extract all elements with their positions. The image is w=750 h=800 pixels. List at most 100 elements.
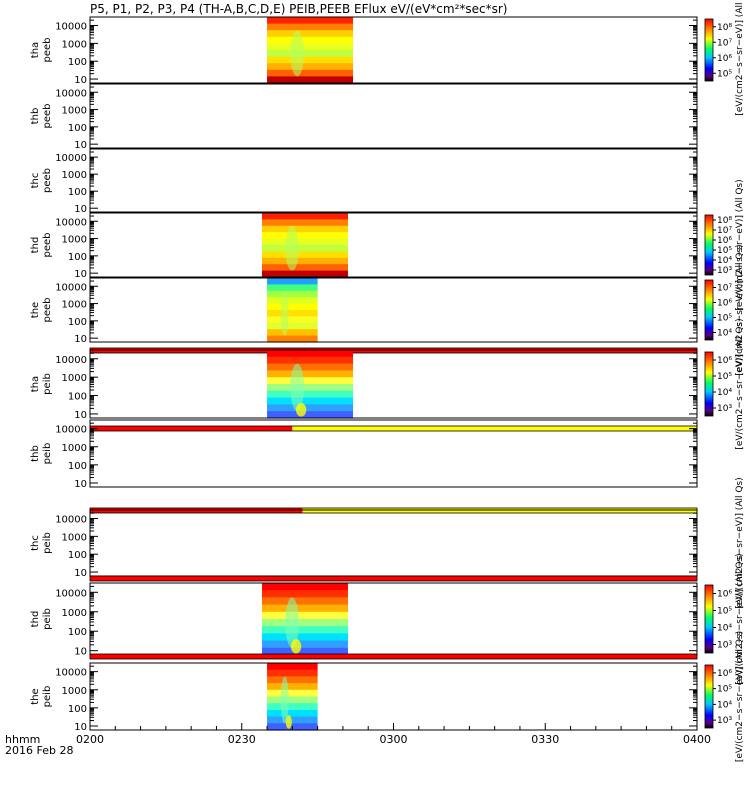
x-tick-label: 0300 xyxy=(380,733,408,746)
panel-frame xyxy=(89,16,698,84)
colorbar-tick-label: 10⁵ xyxy=(717,372,732,382)
y-tick-label: 10000 xyxy=(55,668,87,679)
panel-label-probe: tha xyxy=(30,42,41,58)
y-tick-label: 10000 xyxy=(55,217,87,228)
y-tick-label: 1000 xyxy=(62,373,87,384)
colorbar-tick-label: 10⁸ xyxy=(717,216,732,226)
y-tick-label: 1000 xyxy=(62,235,87,246)
panel-label: thapeib xyxy=(30,373,53,395)
y-tick-label: 10 xyxy=(74,75,87,86)
y-tick-label: 10 xyxy=(74,140,87,151)
x-tick-label: 0200 xyxy=(76,733,104,746)
colorbar xyxy=(704,351,714,417)
y-tick-label: 1000 xyxy=(62,170,87,181)
colorbar-tick-label: 10⁶ xyxy=(717,356,732,366)
spectrogram-band xyxy=(267,278,318,285)
colorbar-tick-label: 10⁴ xyxy=(717,388,732,398)
colorbar-tick-label: 10⁷ xyxy=(717,226,732,236)
spectrogram-feature xyxy=(285,597,299,648)
spectrogram-feature xyxy=(290,363,305,412)
colorbar-tick-label: 10³ xyxy=(717,641,732,651)
spectrogram-band xyxy=(261,257,348,265)
panel-thd-peeb: 10100100010000thdpeeb10³10⁴10⁵10⁶10⁷10⁸[… xyxy=(30,179,745,310)
spectrogram-band xyxy=(267,43,354,51)
y-tick-label: 100 xyxy=(68,317,87,328)
panel-frame xyxy=(89,582,698,656)
spectrogram-band xyxy=(267,696,318,704)
spectrogram-band xyxy=(261,640,348,649)
colorbar-tick-label: 10⁸ xyxy=(717,23,732,33)
colorbar xyxy=(704,18,714,82)
panel-label-product: peeb xyxy=(42,168,53,193)
colorbar-tick-label: 10⁶ xyxy=(717,299,732,309)
colorbar-tick-label: 10⁵ xyxy=(717,69,732,79)
y-tick-label: 100 xyxy=(68,550,87,561)
colorbar xyxy=(704,664,714,729)
y-tick-label: 100 xyxy=(68,123,87,134)
panel-label-product: peib xyxy=(42,443,53,465)
spectrogram-band xyxy=(261,225,348,233)
spectrogram-band xyxy=(261,626,348,634)
x-tick-label: 0230 xyxy=(228,733,256,746)
panel-label-probe: thb xyxy=(30,108,41,125)
spectrogram-band xyxy=(267,390,354,399)
panel-frame xyxy=(89,509,698,577)
colorbar-tick-label: 10⁷ xyxy=(717,284,732,294)
colorbar-tick-label: 10⁴ xyxy=(717,624,732,634)
panel-label-probe: thc xyxy=(30,535,41,551)
y-tick-label: 100 xyxy=(68,252,87,263)
y-tick-label: 10000 xyxy=(55,588,87,599)
colorbar-tick-label: 10³ xyxy=(717,404,732,414)
spectrogram-band xyxy=(267,356,354,365)
spectrogram-band xyxy=(261,619,348,627)
colorbar-label: [eV/(cm2−s−sr−eV)] (All Qs) xyxy=(735,0,745,116)
panel-frame xyxy=(89,212,698,278)
spectrogram-band xyxy=(261,647,348,656)
spectrogram-band xyxy=(267,709,318,718)
y-tick-label: 10000 xyxy=(55,22,87,33)
spectrogram-band xyxy=(261,633,348,642)
colorbar-tick-label: 10⁵ xyxy=(717,685,732,695)
panel-frame xyxy=(89,277,698,343)
spectrogram-band xyxy=(267,397,354,405)
spectrogram-band xyxy=(267,322,318,330)
panel-label: thapeeb xyxy=(30,38,53,63)
panel-label-probe: tha xyxy=(30,376,41,392)
panel-label-product: peeb xyxy=(42,233,53,258)
spectrogram-band xyxy=(267,284,318,292)
panel-label: thcpeeb xyxy=(30,168,53,193)
y-tick-label: 100 xyxy=(68,461,87,472)
spectrogram-band xyxy=(267,384,354,392)
flag-bar-frame xyxy=(89,653,698,660)
spectrogram-band xyxy=(267,76,354,84)
y-tick-label: 10000 xyxy=(55,282,87,293)
spectrogram-feature xyxy=(285,715,292,729)
spectrogram-band xyxy=(261,590,348,598)
y-tick-label: 10 xyxy=(74,479,87,490)
colorbar-tick-label: 10⁷ xyxy=(717,38,732,48)
spectrogram-band xyxy=(261,270,348,278)
colorbar-tick-label: 10⁴ xyxy=(717,256,732,266)
spectrogram-band xyxy=(267,350,354,358)
panel-label-product: peib xyxy=(42,532,53,554)
spectrogram-feature xyxy=(285,225,299,271)
y-tick-label: 10000 xyxy=(55,88,87,99)
y-tick-label: 100 xyxy=(68,704,87,715)
y-tick-label: 10 xyxy=(74,410,87,421)
panel-label: thdpeeb xyxy=(30,233,53,258)
spectrogram-band xyxy=(261,264,348,272)
spectrogram-band xyxy=(267,23,354,31)
chart-title: P5, P1, P2, P3, P4 (TH-A,B,C,D,E) PEIB,P… xyxy=(90,2,508,16)
panel-label: thcpeib xyxy=(30,532,53,554)
y-tick-label: 1000 xyxy=(62,39,87,50)
y-tick-label: 1000 xyxy=(62,106,87,117)
flag-bar-red xyxy=(90,654,697,659)
colorbar-label: [eV/(cm2−s−sr−eV)] (All Qs) xyxy=(735,553,745,684)
colorbar-label: [eV/(cm2−s−sr−eV)] (All Qs) xyxy=(735,244,745,375)
spectrogram-band xyxy=(261,238,348,246)
colorbar-tick-label: 10⁶ xyxy=(717,236,732,246)
spectrogram-band xyxy=(267,17,354,25)
